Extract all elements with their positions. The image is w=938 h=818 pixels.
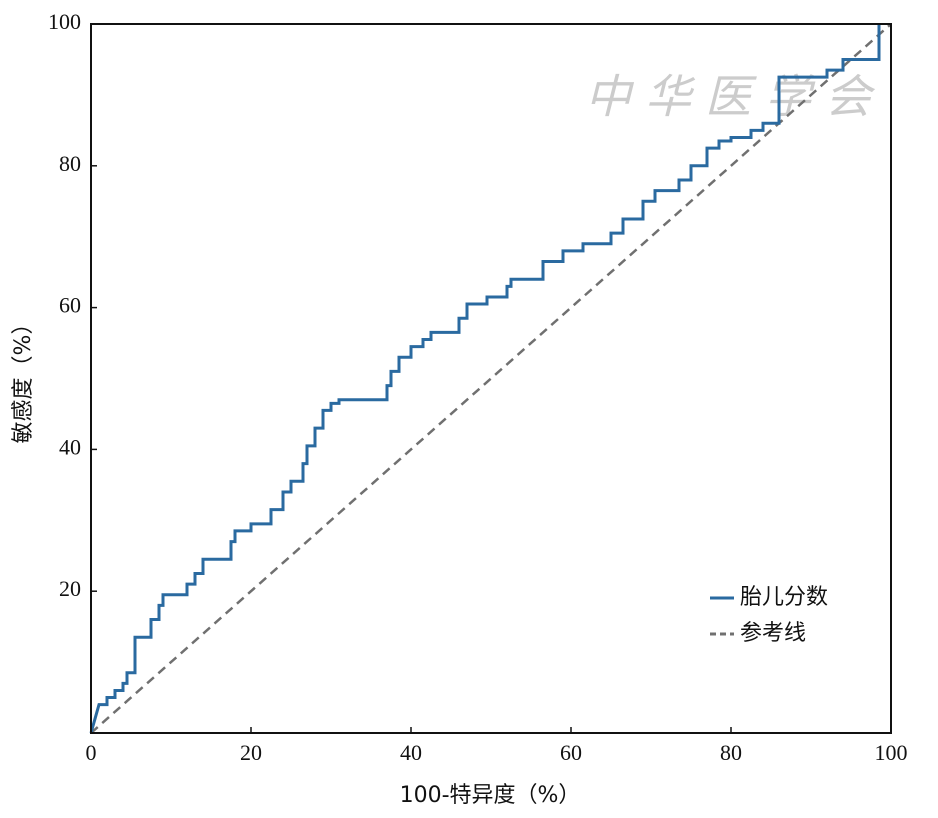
x-tick-label: 40 [400, 740, 422, 765]
x-tick-label: 0 [86, 740, 97, 765]
x-tick-label: 20 [240, 740, 262, 765]
y-tick-label: 20 [59, 576, 81, 601]
y-tick-label: 80 [59, 151, 81, 176]
y-tick-label: 60 [59, 293, 81, 318]
y-axis-label: 敏感度（%） [11, 313, 36, 444]
x-tick-label: 80 [720, 740, 742, 765]
legend-label: 胎儿分数 [740, 585, 828, 610]
line-series [89, 24, 881, 734]
watermark: 中华医学会 [585, 70, 885, 124]
y-tick-label: 40 [59, 434, 81, 459]
legend-label: 参考线 [740, 621, 806, 646]
x-axis-label: 100-特异度（%） [400, 783, 581, 808]
plot-frame [90, 23, 892, 734]
y-tick-label: 100 [48, 9, 81, 34]
x-tick-label: 100 [875, 740, 908, 765]
x-tick-label: 60 [560, 740, 582, 765]
line-series [90, 23, 892, 734]
